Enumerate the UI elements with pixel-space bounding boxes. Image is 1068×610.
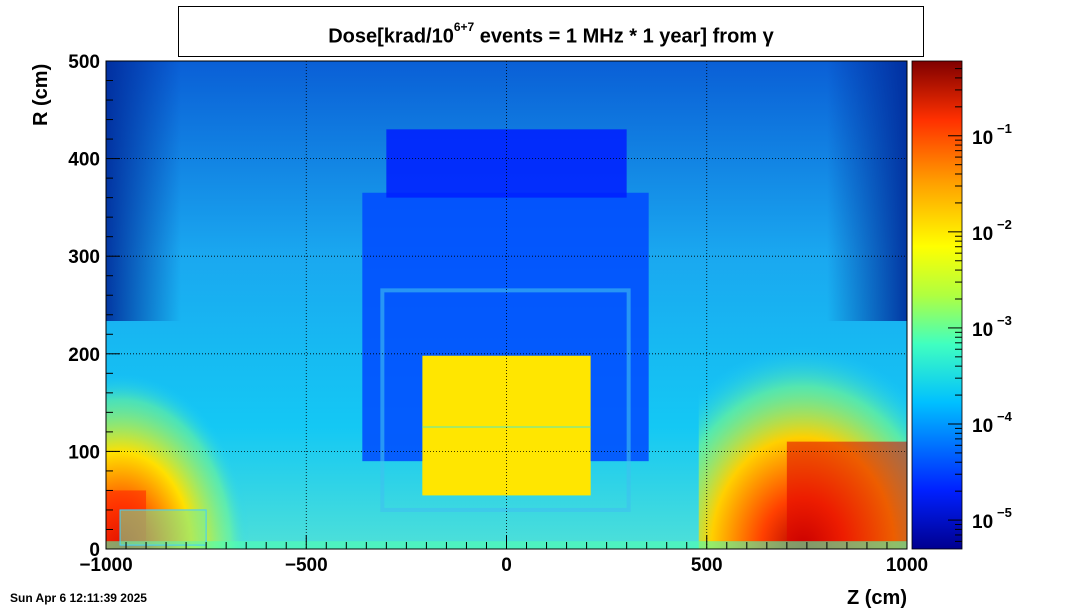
colorbar-tick-label: 10 [972,128,993,149]
x-axis-title: Z (cm) [847,587,907,609]
title-superscript: 6+7 [453,20,475,34]
x-axis: −1000 −500 0 500 1000 [79,535,928,576]
x-tick-label: 0 [501,555,512,576]
colorbar-tick-label: 10 [972,512,993,533]
y-tick-label: 100 [68,442,100,463]
colorbar-tick-exponent: −3 [997,313,1012,328]
y-tick-label: 300 [68,247,100,268]
colorbar-tick-label: 10 [972,320,993,341]
colorbar-frame [911,60,963,550]
heatmap-edge-right [827,61,907,321]
colorbar [912,61,962,549]
colorbar-tick-exponent: −4 [997,409,1013,424]
x-tick-label: 500 [691,555,723,576]
beamline-block-backward [119,509,207,546]
y-tick-label: 500 [68,52,100,73]
colorbar-tick-label: 10 [972,224,993,245]
title-suffix: events = 1 MHz * 1 year] from γ [474,25,774,48]
y-axis: 0 100 200 300 400 500 [68,52,120,561]
colorbar-tick-exponent: −2 [997,217,1012,232]
chart-title: Dose[krad/106+7 events = 1 MHz * 1 year]… [179,20,923,49]
y-axis-title: R (cm) [30,64,52,126]
x-tick-label: −1000 [79,555,132,576]
x-tick-label: 1000 [886,555,928,576]
grid-lines [106,61,907,549]
y-tick-label: 0 [89,540,100,561]
title-box: Dose[krad/106+7 events = 1 MHz * 1 year]… [178,6,924,57]
colorbar-tick-exponent: −1 [997,121,1012,136]
timestamp: Sun Apr 6 12:11:39 2025 [10,591,147,605]
x-tick-label: −500 [285,555,328,576]
title-prefix: Dose[krad/10 [328,25,454,48]
colorbar-axis: 10 −5 10 −4 10 −3 10 −2 10 −1 [948,68,1013,542]
y-tick-label: 200 [68,345,100,366]
colorbar-tick-label: 10 [972,416,993,437]
region-forward-hotspot [786,441,907,549]
heatmap-edge-left [106,61,181,321]
y-tick-label: 400 [68,150,100,171]
inner-shell-outline [380,288,631,512]
colorbar-tick-exponent: −5 [997,505,1012,520]
